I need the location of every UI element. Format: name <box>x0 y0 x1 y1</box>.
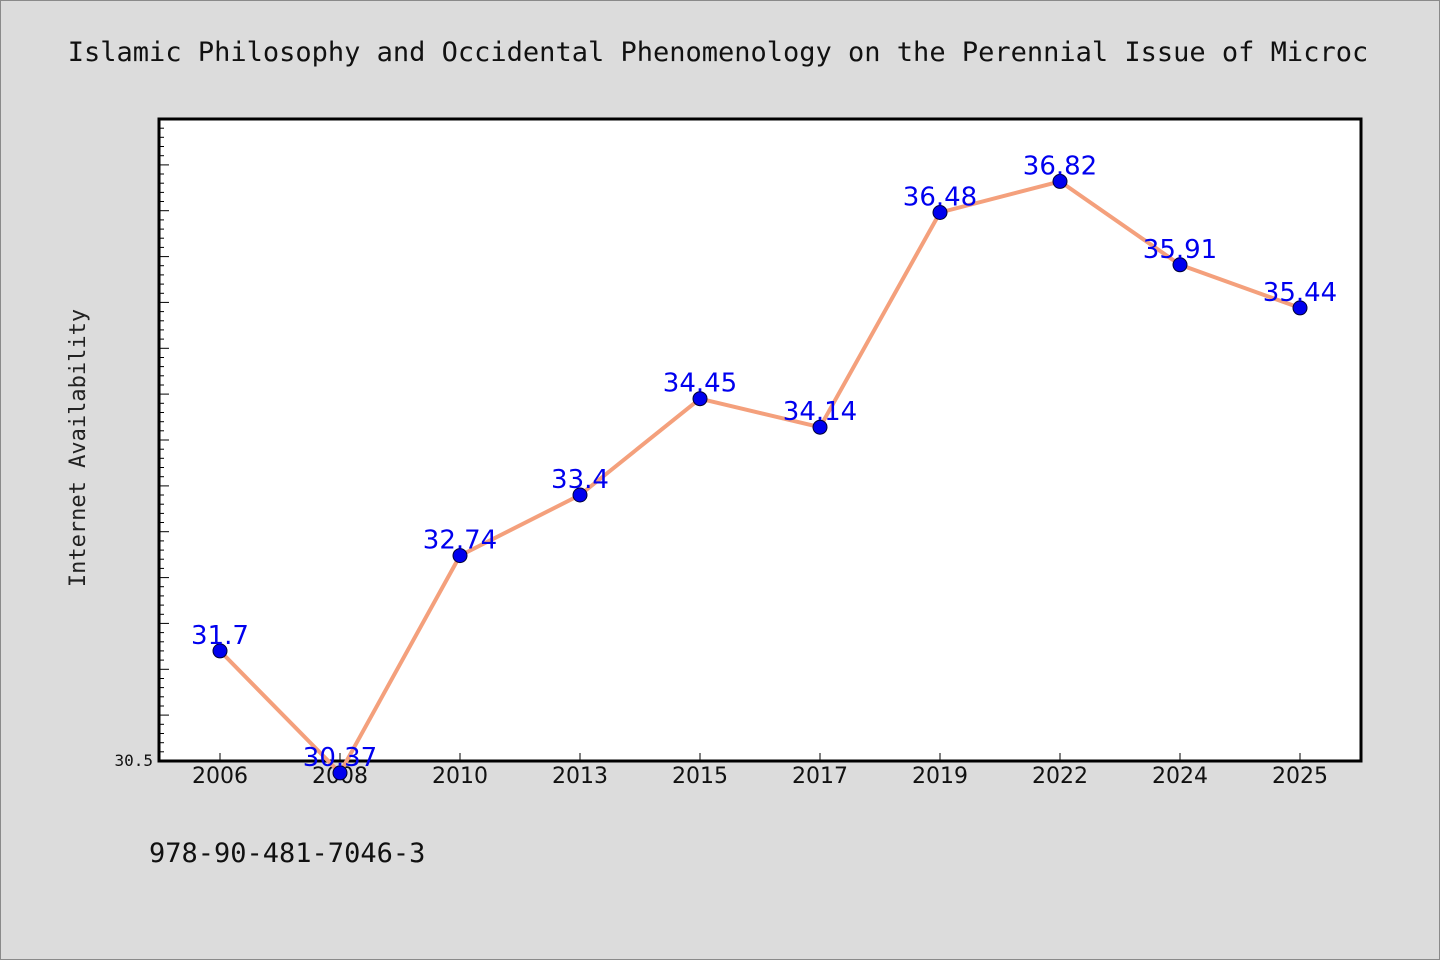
x-tick-label: 2013 <box>552 764 608 789</box>
data-point <box>572 487 588 503</box>
y-axis-ticks <box>159 127 169 762</box>
x-tick-label: 2024 <box>1152 764 1208 789</box>
data-point <box>1172 257 1188 273</box>
isbn-text: 978-90-481-7046-3 <box>149 838 425 869</box>
series-line-group: 31.7 30.37 32.74 33.4 34.45 34.14 36.48 36.82 35… <box>191 151 1337 781</box>
data-label: 36.48 <box>903 183 977 213</box>
data-point <box>932 205 948 220</box>
data-point <box>812 419 828 435</box>
data-point <box>1052 173 1068 189</box>
data-label: 35.44 <box>1263 278 1337 308</box>
data-label: 34.14 <box>783 397 857 427</box>
data-label: 36.82 <box>1023 151 1097 181</box>
chart-title: Islamic Philosophy and Occidental Phenom… <box>68 37 1368 68</box>
x-tick-label: 2019 <box>912 764 968 789</box>
data-point <box>212 643 228 659</box>
data-point <box>452 548 468 564</box>
data-point <box>692 391 708 407</box>
data-label: 32.74 <box>423 526 497 556</box>
data-point <box>332 765 348 781</box>
data-label: 34.45 <box>663 369 737 399</box>
x-tick-label: 2015 <box>672 764 728 789</box>
data-point <box>1292 300 1308 316</box>
data-label: 33.4 <box>551 465 609 495</box>
x-tick-label: 2022 <box>1032 764 1088 789</box>
data-label: 31.7 <box>191 621 249 651</box>
x-tick-label: 2010 <box>432 764 488 789</box>
data-label: 35.91 <box>1143 235 1217 265</box>
x-tick-label: 2006 <box>192 764 248 789</box>
x-tick-label: 2025 <box>1272 764 1328 789</box>
x-tick-label: 2017 <box>792 764 848 789</box>
y-axis-label: Internet Availability <box>66 309 91 587</box>
y-tick-label: 30.5 <box>114 751 153 770</box>
series-line <box>218 179 1302 775</box>
x-axis-ticks: 2006200820102013201520172019202220242025 <box>192 753 1328 789</box>
data-label: 30.37 <box>303 743 377 773</box>
plot-area <box>157 117 1363 763</box>
